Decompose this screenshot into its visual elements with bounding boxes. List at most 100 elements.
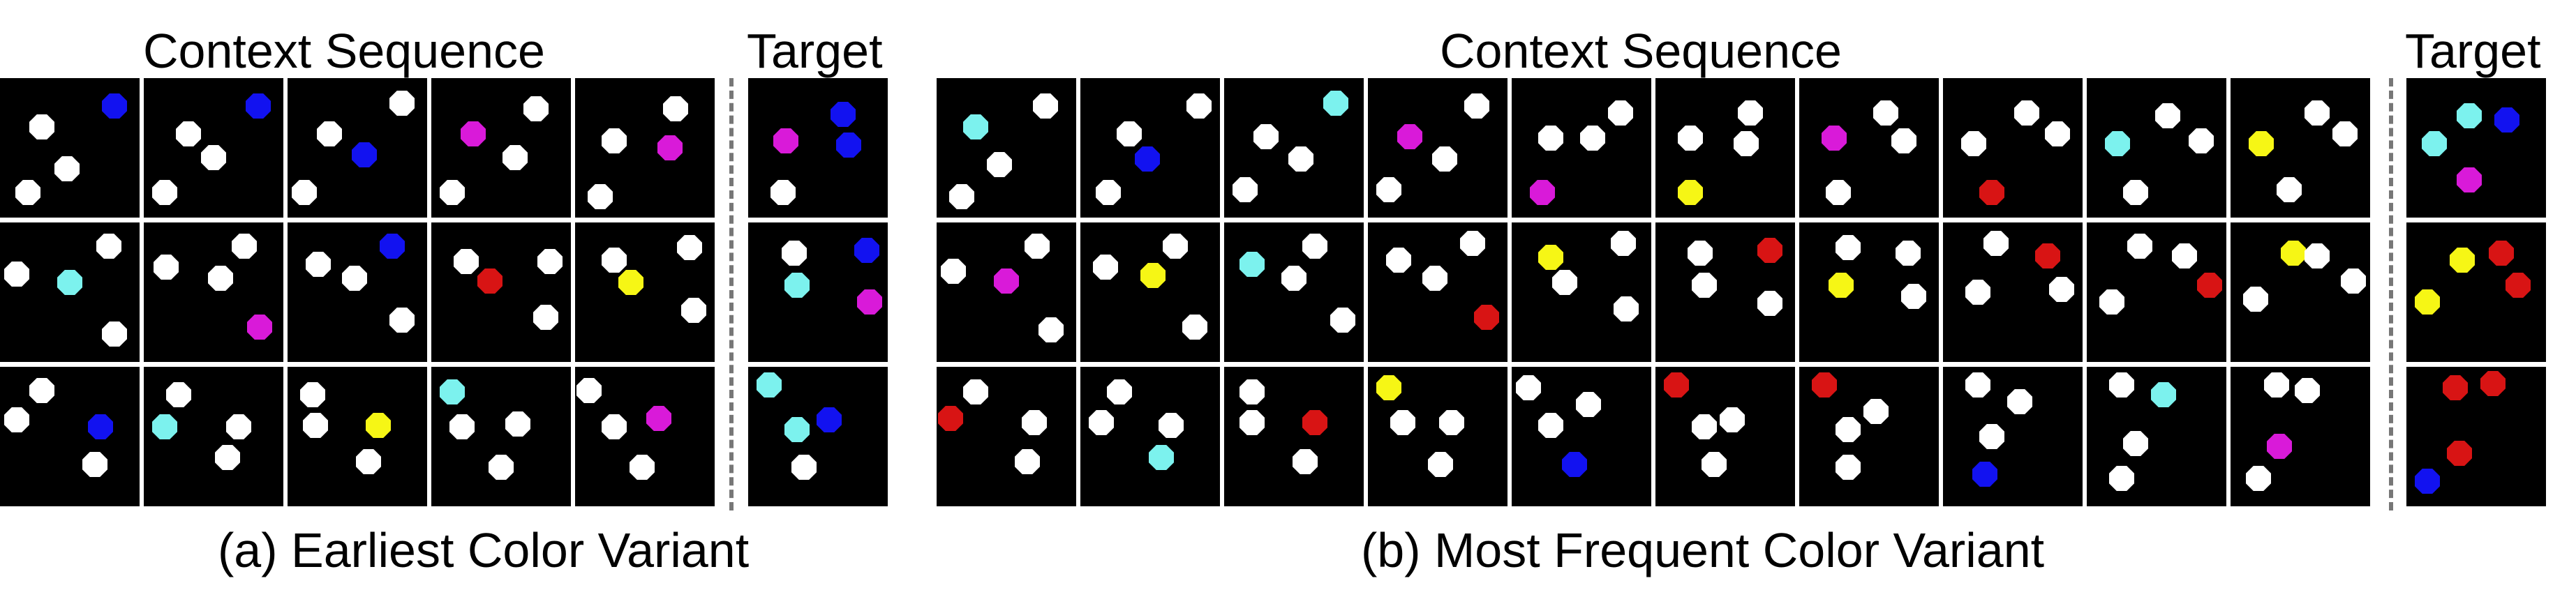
white-dot bbox=[1983, 231, 2009, 256]
white-dot bbox=[663, 96, 688, 121]
yellow-dot bbox=[366, 413, 391, 438]
white-dot bbox=[1239, 379, 1265, 404]
white-dot bbox=[232, 234, 257, 259]
white-dot bbox=[1576, 392, 1601, 417]
white-dot bbox=[1439, 410, 1464, 435]
white-dot bbox=[1432, 146, 1457, 172]
white-dot bbox=[317, 121, 342, 146]
panel-b-target-cell bbox=[2406, 222, 2546, 362]
red-dot bbox=[938, 406, 963, 431]
red-dot bbox=[2035, 243, 2060, 268]
white-dot bbox=[2049, 277, 2074, 302]
panel-b-context-cell bbox=[1512, 367, 1651, 506]
white-dot bbox=[440, 180, 465, 205]
white-dot bbox=[2305, 243, 2330, 268]
blue-dot bbox=[2415, 469, 2440, 494]
white-dot bbox=[1965, 280, 1990, 305]
white-dot bbox=[82, 452, 107, 477]
panel-b-divider bbox=[2389, 78, 2393, 510]
white-dot bbox=[201, 145, 226, 170]
cyan-dot bbox=[784, 417, 810, 442]
white-dot bbox=[1253, 124, 1279, 149]
cyan-dot bbox=[57, 270, 82, 295]
red-dot bbox=[1757, 238, 1782, 263]
white-dot bbox=[29, 114, 54, 139]
panel-b-context-grid bbox=[937, 78, 2376, 510]
white-dot bbox=[2172, 243, 2197, 268]
white-dot bbox=[1015, 449, 1040, 474]
white-dot bbox=[215, 445, 240, 470]
white-dot bbox=[2014, 100, 2039, 126]
panel-b-context-cell bbox=[1799, 78, 1939, 218]
white-dot bbox=[1288, 146, 1313, 172]
white-dot bbox=[1281, 266, 1306, 291]
yellow-dot bbox=[1678, 180, 1703, 205]
white-dot bbox=[1239, 410, 1265, 435]
cyan-dot bbox=[757, 372, 782, 398]
panel-b-target-cell bbox=[2406, 78, 2546, 218]
magenta-dot bbox=[657, 135, 683, 160]
magenta-dot bbox=[773, 128, 798, 153]
white-dot bbox=[292, 180, 317, 205]
white-dot bbox=[1186, 93, 1212, 119]
white-dot bbox=[2277, 177, 2302, 202]
white-dot bbox=[533, 305, 558, 330]
panel-a-context-cell bbox=[575, 222, 715, 362]
white-dot bbox=[2305, 100, 2330, 126]
magenta-dot bbox=[2267, 434, 2292, 459]
white-dot bbox=[449, 414, 475, 439]
white-dot bbox=[1720, 407, 1745, 432]
white-dot bbox=[2295, 378, 2320, 403]
magenta-dot bbox=[1530, 180, 1555, 205]
panel-b-context-cell bbox=[2231, 78, 2370, 218]
white-dot bbox=[987, 152, 1012, 177]
panel-b-caption: (b) Most Frequent Color Variant bbox=[1361, 523, 2045, 577]
white-dot bbox=[2127, 234, 2152, 259]
white-dot bbox=[588, 184, 613, 209]
magenta-dot bbox=[994, 268, 1019, 294]
magenta-dot bbox=[461, 121, 486, 146]
white-dot bbox=[226, 414, 251, 439]
white-dot bbox=[389, 91, 415, 116]
white-dot bbox=[176, 121, 201, 146]
blue-dot bbox=[817, 407, 842, 432]
red-dot bbox=[1474, 305, 1499, 330]
white-dot bbox=[2109, 372, 2134, 398]
blue-dot bbox=[2494, 107, 2519, 133]
white-dot bbox=[4, 407, 29, 432]
panel-a-context-cell bbox=[144, 367, 283, 506]
white-dot bbox=[1376, 177, 1401, 202]
white-dot bbox=[154, 255, 179, 280]
panel-a-context-cell bbox=[575, 78, 715, 218]
panel-a-context-cell bbox=[144, 222, 283, 362]
white-dot bbox=[1096, 180, 1121, 205]
white-dot bbox=[1330, 308, 1355, 333]
yellow-dot bbox=[2450, 248, 2475, 273]
white-dot bbox=[505, 411, 530, 437]
panel-a-context-cell bbox=[0, 78, 140, 218]
white-dot bbox=[1552, 270, 1577, 295]
panel-b-context-cell bbox=[937, 367, 1076, 506]
panel-b-context-cell bbox=[2087, 222, 2226, 362]
white-dot bbox=[1614, 296, 1639, 321]
panel-a-context-title: Context Sequence bbox=[143, 24, 545, 78]
panel-a-context-cell bbox=[288, 367, 427, 506]
magenta-dot bbox=[247, 315, 272, 340]
red-dot bbox=[1979, 180, 2004, 205]
white-dot bbox=[1891, 128, 1916, 153]
blue-dot bbox=[102, 93, 127, 119]
white-dot bbox=[1678, 126, 1703, 151]
blue-dot bbox=[831, 102, 856, 127]
panel-a-context-cell bbox=[288, 222, 427, 362]
cyan-dot bbox=[440, 379, 465, 404]
white-dot bbox=[454, 249, 479, 274]
panel-a-context-cell bbox=[431, 367, 571, 506]
white-dot bbox=[1873, 100, 1898, 126]
white-dot bbox=[1107, 379, 1132, 404]
white-dot bbox=[1538, 413, 1563, 438]
white-dot bbox=[389, 308, 415, 333]
white-dot bbox=[1538, 126, 1563, 151]
white-dot bbox=[1836, 417, 1861, 442]
white-dot bbox=[1702, 452, 1727, 477]
white-dot bbox=[2341, 268, 2366, 294]
